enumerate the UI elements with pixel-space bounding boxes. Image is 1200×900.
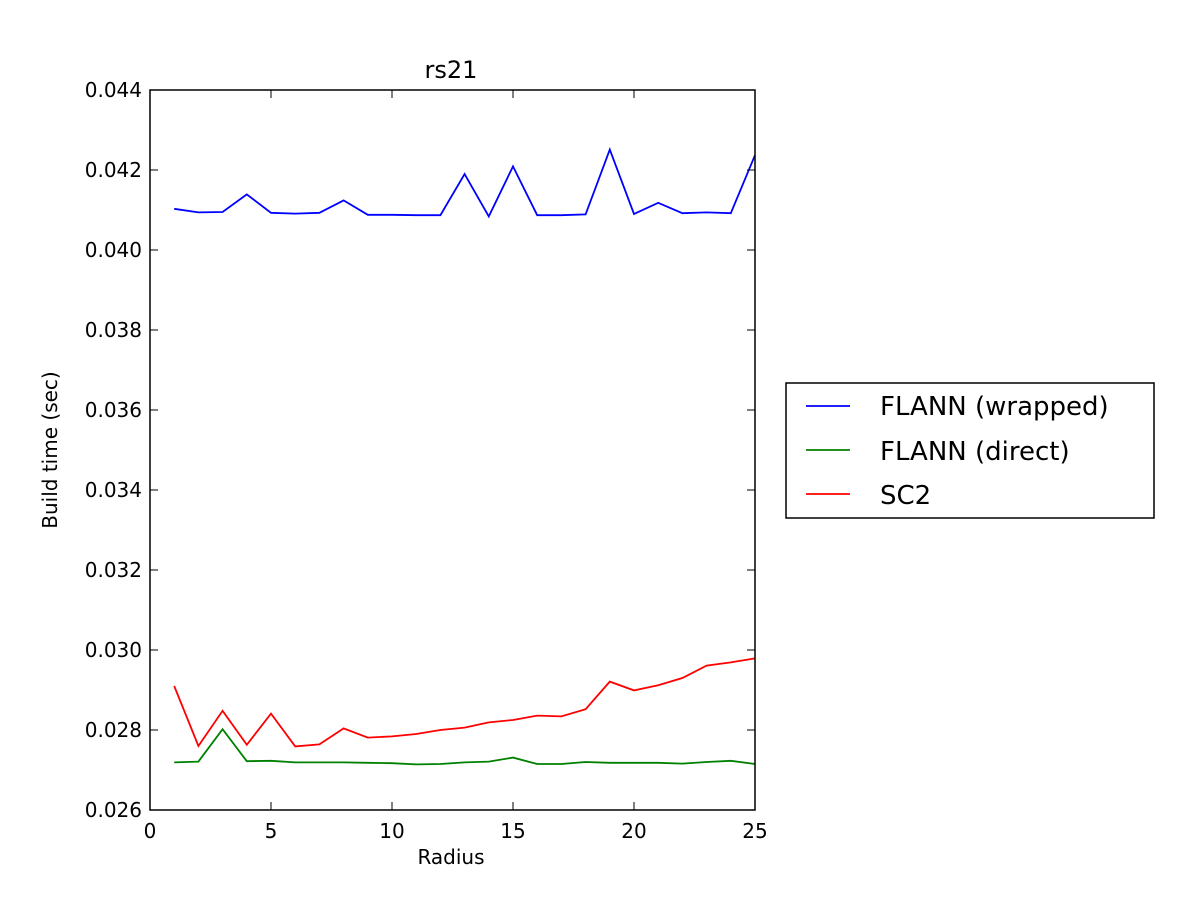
chart-title: rs21 [425, 56, 478, 84]
y-tick-label: 0.036 [85, 398, 142, 422]
y-tick-label: 0.038 [85, 318, 142, 342]
x-axis: 0 5 10 15 20 25 [144, 90, 768, 843]
x-axis-label: Radius [417, 845, 484, 869]
x-tick-label: 25 [742, 819, 767, 843]
y-tick-label: 0.032 [85, 558, 142, 582]
x-tick-label: 15 [500, 819, 525, 843]
y-tick-label: 0.030 [85, 638, 142, 662]
series-line-flann-wrapped [174, 147, 756, 219]
y-tick-label: 0.042 [85, 158, 142, 182]
y-tick-label: 0.028 [85, 718, 142, 742]
y-tick-label: 0.034 [85, 478, 142, 502]
y-axis: 0.026 0.028 0.030 0.032 0.034 0.036 0.038 0.040… [85, 78, 755, 822]
legend-label-sc2: SC2 [880, 481, 931, 511]
legend-label-flann-direct: FLANN (direct) [880, 437, 1070, 467]
series-line-sc2 [173, 657, 756, 748]
x-tick-label: 0 [144, 819, 157, 843]
x-tick-label: 20 [621, 819, 646, 843]
legend-label-flann-wrapped: FLANN (wrapped) [880, 392, 1109, 422]
series-layer [173, 147, 756, 766]
y-tick-label: 0.026 [85, 798, 142, 822]
x-tick-label: 10 [379, 819, 404, 843]
y-tick-label: 0.044 [85, 78, 142, 102]
y-tick-label: 0.040 [85, 238, 142, 262]
plot-frame [149, 89, 756, 811]
y-axis-label: Build time (sec) [38, 371, 62, 528]
x-tick-label: 5 [265, 819, 278, 843]
legend: FLANN (wrapped) FLANN (direct) SC2 [785, 382, 1155, 519]
series-line-flann-direct [174, 727, 756, 766]
